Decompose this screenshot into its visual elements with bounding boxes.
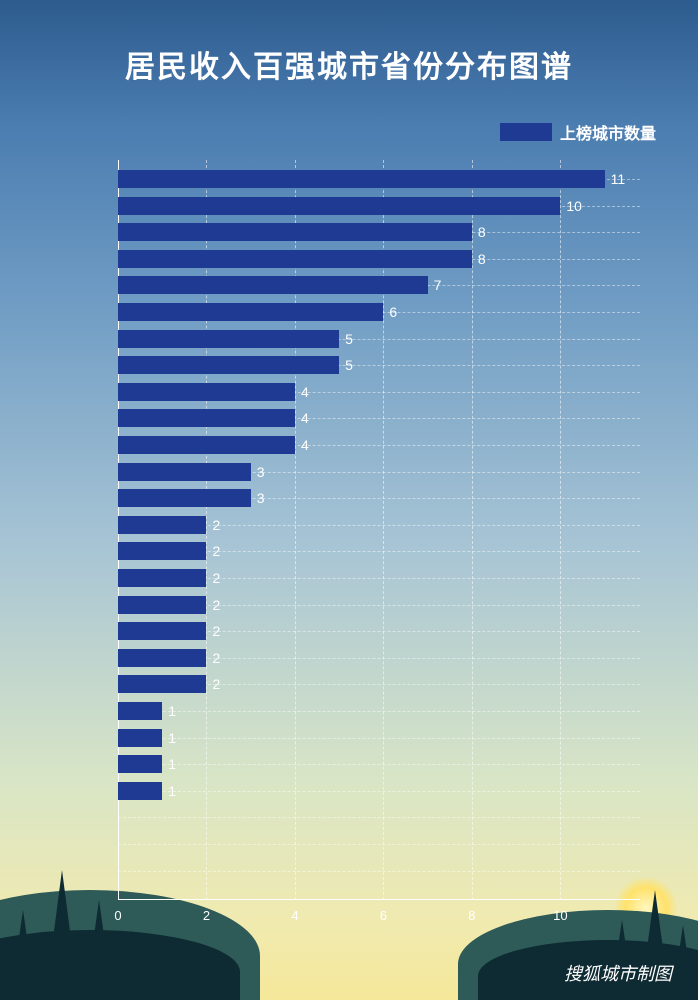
chart-title: 居民收入百强城市省份分布图谱	[0, 42, 698, 86]
tree-icon	[120, 930, 142, 1000]
value-label: 8	[478, 250, 486, 268]
value-label: 6	[389, 303, 397, 321]
x-tick-label: 10	[553, 908, 567, 923]
gridline-horizontal	[118, 711, 640, 712]
value-label: 2	[212, 596, 220, 614]
value-label: 1	[168, 755, 176, 773]
bar	[118, 542, 206, 560]
plot-area: 0246810浙江11江苏10山东8广东8福建7内蒙6江西5安徽5辽宁4河北4甘…	[118, 160, 640, 900]
credit-text: 搜狐城市制图	[564, 960, 672, 986]
x-tick-label: 8	[468, 908, 475, 923]
bar	[118, 436, 295, 454]
value-label: 1	[168, 782, 176, 800]
x-tick-label: 2	[203, 908, 210, 923]
bar	[118, 276, 428, 294]
bar	[118, 516, 206, 534]
value-label: 2	[212, 542, 220, 560]
gridline-horizontal	[118, 817, 640, 818]
bar	[118, 782, 162, 800]
value-label: 1	[168, 729, 176, 747]
gridline-vertical	[560, 160, 561, 900]
value-label: 5	[345, 356, 353, 374]
legend: 上榜城市数量	[500, 120, 656, 144]
bar	[118, 675, 206, 693]
x-axis	[118, 899, 640, 900]
bar	[118, 197, 560, 215]
value-label: 7	[434, 276, 442, 294]
value-label: 4	[301, 409, 309, 427]
value-label: 1	[168, 702, 176, 720]
value-label: 2	[212, 516, 220, 534]
gridline-horizontal	[118, 871, 640, 872]
bar	[118, 463, 251, 481]
bar	[118, 622, 206, 640]
gridline-horizontal	[118, 764, 640, 765]
bar	[118, 303, 383, 321]
value-label: 10	[566, 197, 582, 215]
value-label: 3	[257, 463, 265, 481]
value-label: 2	[212, 622, 220, 640]
chart-canvas: 居民收入百强城市省份分布图谱 上榜城市数量 0246810浙江11江苏10山东8…	[0, 0, 698, 1000]
value-label: 5	[345, 330, 353, 348]
bar	[118, 569, 206, 587]
bar	[118, 356, 339, 374]
bar	[118, 409, 295, 427]
bar	[118, 702, 162, 720]
value-label: 8	[478, 223, 486, 241]
value-label: 4	[301, 436, 309, 454]
value-label: 11	[611, 170, 626, 188]
legend-swatch	[500, 123, 552, 141]
value-label: 2	[212, 675, 220, 693]
gridline-horizontal	[118, 844, 640, 845]
legend-label: 上榜城市数量	[560, 120, 656, 144]
gridline-vertical	[472, 160, 473, 900]
gridline-vertical	[206, 160, 207, 900]
bar	[118, 383, 295, 401]
bar	[118, 170, 605, 188]
tree-icon	[10, 910, 36, 1000]
bar	[118, 729, 162, 747]
bar	[118, 250, 472, 268]
value-label: 2	[212, 649, 220, 667]
bar	[118, 223, 472, 241]
tree-icon	[672, 925, 694, 1000]
bar	[118, 596, 206, 614]
gridline-vertical	[295, 160, 296, 900]
bar	[118, 489, 251, 507]
tree-icon	[85, 900, 113, 1000]
x-tick-label: 0	[114, 908, 121, 923]
bar	[118, 755, 162, 773]
gridline-vertical	[383, 160, 384, 900]
value-label: 4	[301, 383, 309, 401]
bar	[118, 330, 339, 348]
gridline-horizontal	[118, 791, 640, 792]
value-label: 2	[212, 569, 220, 587]
gridline-horizontal	[118, 738, 640, 739]
bar	[118, 649, 206, 667]
x-tick-label: 4	[291, 908, 298, 923]
x-tick-label: 6	[380, 908, 387, 923]
value-label: 3	[257, 489, 265, 507]
tree-icon	[45, 870, 79, 1000]
